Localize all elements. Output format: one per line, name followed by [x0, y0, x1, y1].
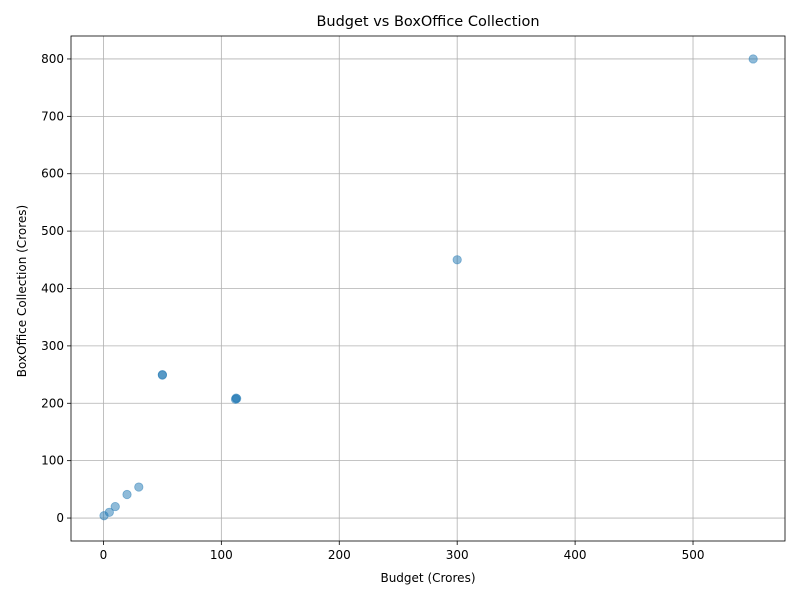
grid-layer	[71, 36, 785, 541]
data-point	[110, 501, 120, 512]
y-tick-label: 0	[56, 511, 64, 525]
data-point	[134, 482, 144, 492]
y-tick-label: 200	[41, 396, 64, 410]
y-tick-label: 600	[41, 167, 64, 181]
x-tick-label: 200	[328, 548, 351, 562]
y-tick-label: 400	[41, 282, 64, 296]
data-point	[104, 507, 114, 517]
y-tick-label: 700	[41, 109, 64, 123]
plot-frame	[70, 35, 786, 542]
x-axis-label: Budget (Crores)	[380, 571, 475, 585]
data-point	[748, 54, 758, 64]
data-point	[157, 369, 167, 380]
chart-title: Budget vs BoxOffice Collection	[316, 14, 539, 30]
y-tick-label: 500	[41, 224, 64, 238]
x-tick-label: 300	[446, 548, 469, 562]
y-tick-label: 800	[41, 52, 64, 66]
y-tick-label: 300	[41, 339, 64, 353]
y-tick-label: 100	[41, 454, 64, 468]
x-tick-label: 100	[210, 548, 233, 562]
data-point	[122, 489, 132, 500]
data-point	[231, 393, 241, 403]
x-tick-label: 500	[682, 548, 705, 562]
x-tick-label: 0	[100, 548, 108, 562]
x-tick-label: 400	[564, 548, 587, 562]
data-point	[452, 255, 462, 265]
points-layer	[99, 54, 758, 521]
axes-layer: 0 100 200 300 400 500 0 100 200 300 400 500 600 700 80…	[41, 35, 786, 562]
y-axis-label: BoxOffice Collection (Crores)	[15, 205, 29, 377]
